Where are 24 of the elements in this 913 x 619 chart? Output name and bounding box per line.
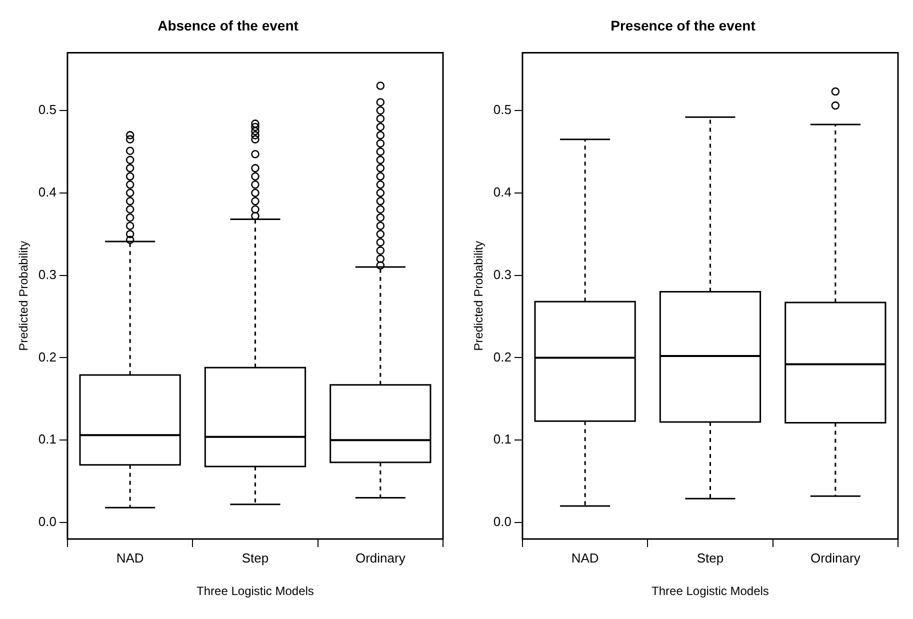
y-axis-title: Predicted Probability	[16, 240, 31, 351]
y-tick-label: 0.3	[493, 266, 512, 282]
x-axis-title: Three Logistic Models	[652, 584, 769, 598]
y-axis-title: Predicted Probability	[472, 240, 486, 351]
y-tick-label: 0.4	[38, 184, 56, 200]
x-tick-label: Step	[242, 550, 269, 566]
y-tick-label: 0.1	[493, 432, 512, 447]
x-tick-label: NAD	[116, 550, 144, 566]
y-tick-label: 0.2	[38, 349, 56, 364]
x-tick-label: NAD	[571, 550, 599, 566]
y-tick-label: 0.0	[493, 514, 512, 530]
y-tick-label: 0.5	[493, 102, 512, 118]
y-tick-label: 0.5	[38, 102, 56, 118]
y-tick-label: 0.1	[38, 432, 56, 447]
x-tick-label: Ordinary	[355, 550, 406, 566]
chart-title: Absence of the event	[158, 17, 299, 34]
x-tick-label: Step	[696, 550, 724, 566]
x-tick-label: Ordinary	[810, 550, 861, 566]
y-tick-label: 0.2	[493, 349, 512, 364]
chart-title: Presence of the event	[610, 17, 756, 34]
x-axis-title: Three Logistic Models	[196, 584, 314, 598]
y-tick-label: 0.0	[38, 514, 56, 530]
y-tick-label: 0.4	[493, 184, 512, 200]
y-tick-label: 0.3	[38, 266, 56, 282]
